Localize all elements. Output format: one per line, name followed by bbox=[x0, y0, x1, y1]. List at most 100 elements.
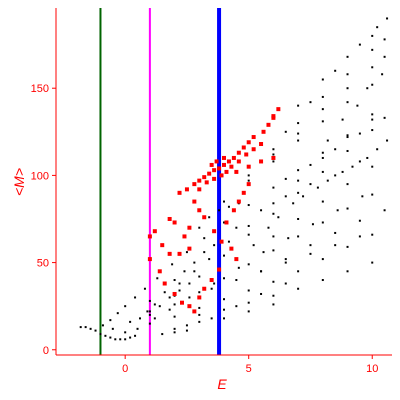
data-point bbox=[143, 287, 146, 290]
data-point bbox=[381, 73, 384, 76]
data-point bbox=[309, 252, 312, 255]
data-point bbox=[358, 235, 361, 238]
data-point bbox=[223, 277, 225, 280]
data-point bbox=[247, 179, 250, 182]
data-point bbox=[386, 17, 389, 20]
data-point bbox=[212, 229, 217, 234]
data-point bbox=[212, 168, 217, 173]
data-point bbox=[148, 310, 151, 313]
data-point bbox=[292, 202, 295, 205]
data-point bbox=[371, 193, 374, 196]
data-point bbox=[153, 303, 156, 306]
y-tick-label: 50 bbox=[37, 258, 49, 270]
axes bbox=[55, 8, 392, 356]
data-point bbox=[231, 208, 236, 213]
data-point bbox=[94, 329, 97, 332]
data-point bbox=[173, 327, 176, 330]
data-point bbox=[259, 159, 264, 164]
data-point bbox=[247, 233, 250, 236]
data-point bbox=[321, 78, 324, 81]
data-point bbox=[346, 101, 349, 104]
data-point bbox=[124, 331, 127, 334]
data-point bbox=[234, 257, 239, 262]
data-point bbox=[89, 327, 92, 330]
data-point bbox=[235, 226, 238, 229]
data-point bbox=[209, 162, 214, 167]
data-point bbox=[334, 69, 337, 72]
data-point bbox=[235, 305, 238, 308]
data-point bbox=[224, 169, 229, 174]
data-point bbox=[267, 226, 270, 229]
data-point bbox=[182, 234, 187, 239]
y-tick-label: 100 bbox=[31, 170, 49, 182]
data-point bbox=[236, 159, 241, 164]
data-point bbox=[129, 336, 132, 339]
data-point bbox=[241, 145, 246, 150]
data-point bbox=[222, 155, 226, 160]
data-point bbox=[376, 26, 379, 29]
data-point bbox=[284, 195, 287, 198]
data-point bbox=[223, 254, 225, 257]
data-point bbox=[84, 326, 87, 329]
data-point bbox=[197, 187, 202, 192]
data-point bbox=[309, 183, 312, 186]
data-point bbox=[371, 113, 374, 116]
data-point bbox=[236, 150, 241, 155]
data-point bbox=[209, 278, 214, 283]
data-point bbox=[124, 305, 127, 308]
data-point bbox=[168, 308, 171, 311]
data-point bbox=[346, 149, 349, 152]
data-point bbox=[223, 200, 225, 203]
data-point bbox=[111, 327, 114, 330]
data-point bbox=[246, 182, 251, 187]
data-point bbox=[187, 304, 192, 309]
data-point bbox=[297, 270, 300, 273]
data-point bbox=[284, 177, 287, 180]
data-point bbox=[321, 279, 324, 282]
data-point bbox=[223, 317, 225, 320]
data-point bbox=[321, 95, 324, 98]
data-point bbox=[311, 223, 314, 226]
data-point bbox=[197, 295, 202, 300]
data-point bbox=[148, 322, 151, 325]
data-point bbox=[284, 282, 287, 285]
data-point bbox=[309, 244, 312, 247]
data-point bbox=[247, 224, 250, 227]
data-point bbox=[259, 142, 264, 147]
data-point bbox=[218, 209, 221, 212]
data-point bbox=[173, 315, 176, 318]
data-point bbox=[284, 261, 287, 264]
data-point bbox=[217, 267, 222, 272]
data-point bbox=[272, 148, 275, 151]
data-point bbox=[341, 170, 344, 173]
series-1 bbox=[147, 107, 281, 314]
data-point bbox=[321, 258, 324, 261]
data-point bbox=[297, 122, 300, 125]
data-point bbox=[271, 115, 276, 120]
data-point bbox=[146, 310, 149, 313]
data-point bbox=[297, 235, 300, 238]
data-point bbox=[198, 226, 201, 229]
data-point bbox=[224, 220, 229, 225]
data-point bbox=[163, 291, 166, 294]
data-point bbox=[358, 219, 361, 222]
data-point bbox=[346, 87, 349, 90]
data-point bbox=[358, 160, 361, 163]
data-point bbox=[297, 139, 300, 142]
data-point bbox=[321, 170, 324, 173]
data-point bbox=[316, 186, 319, 189]
data-point bbox=[262, 251, 265, 254]
data-point bbox=[371, 261, 374, 264]
data-point bbox=[152, 229, 157, 234]
data-point bbox=[178, 282, 181, 285]
data-point bbox=[272, 280, 275, 283]
data-point bbox=[297, 217, 300, 220]
data-point bbox=[272, 186, 275, 189]
data-point bbox=[346, 136, 349, 139]
data-point bbox=[371, 165, 374, 168]
data-point bbox=[277, 216, 280, 219]
data-point bbox=[134, 296, 137, 299]
data-point bbox=[251, 147, 256, 152]
vertical-lines bbox=[99, 8, 222, 355]
